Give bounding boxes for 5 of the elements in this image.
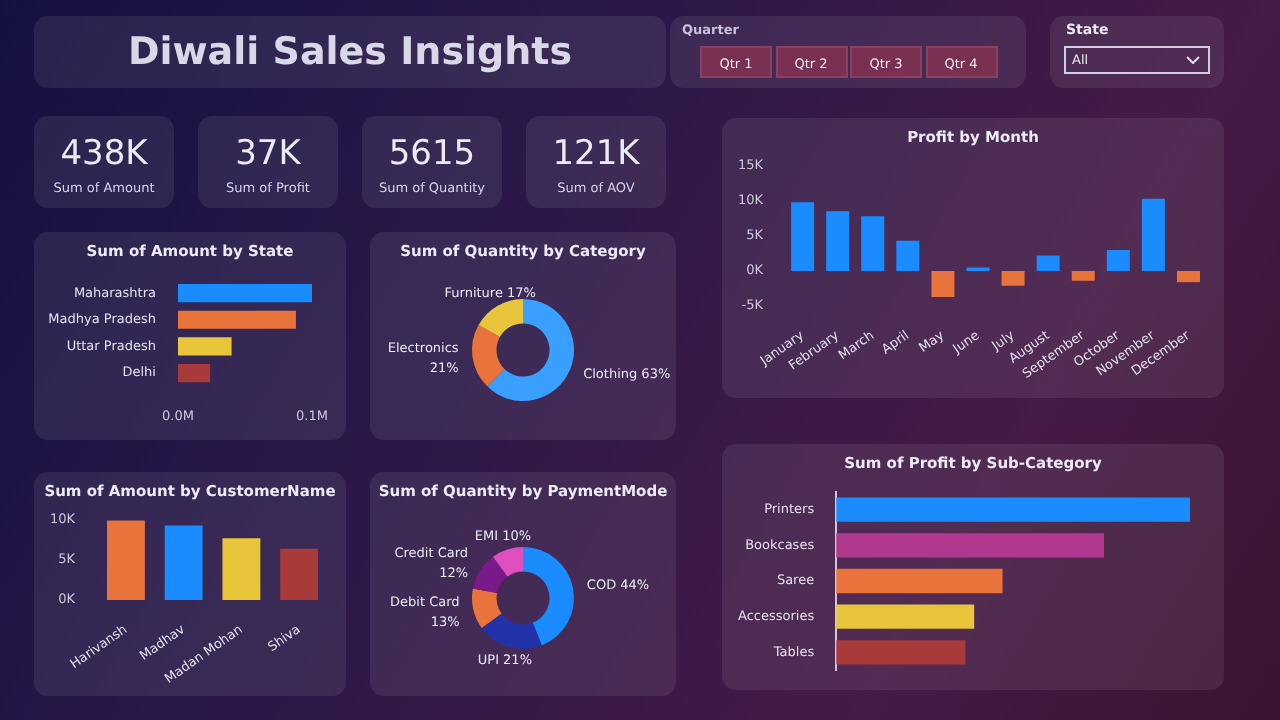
text: 5615 xyxy=(386,134,478,174)
text: 37K xyxy=(233,134,303,174)
text: 121K xyxy=(550,134,642,174)
text: Diwali Sales Insights xyxy=(34,16,666,88)
text: 438K xyxy=(58,134,150,174)
